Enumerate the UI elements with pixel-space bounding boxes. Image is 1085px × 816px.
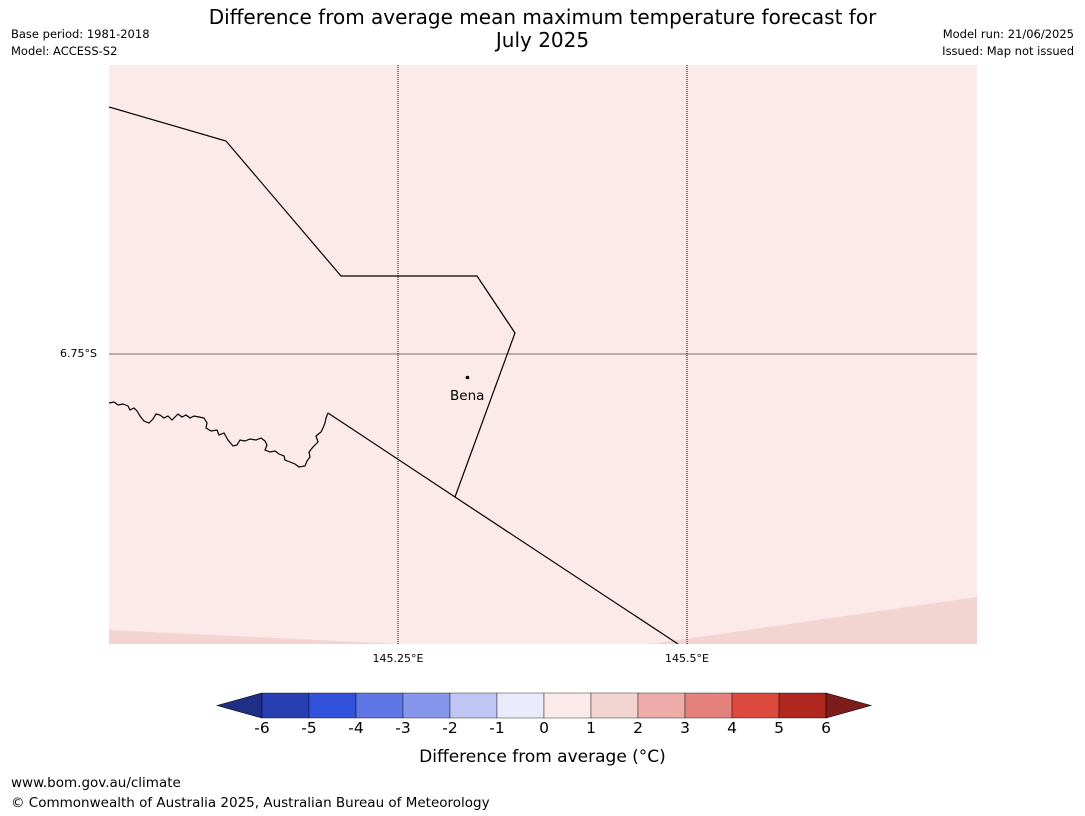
longitude-label-145-5: 145.5°E <box>665 652 709 665</box>
province-border-south <box>327 412 679 644</box>
meta-right: Model run: 21/06/2025 Issued: Map not is… <box>942 26 1074 60</box>
colorbar-tick-label: 3 <box>680 719 690 737</box>
province-border-north <box>109 106 516 498</box>
place-label-bena: Bena <box>450 388 485 404</box>
colorbar-segment <box>308 692 357 719</box>
colorbar-segment <box>261 692 310 719</box>
colorbar-tick-label: -6 <box>254 719 270 737</box>
colorbar-tick-label: -1 <box>489 719 505 737</box>
colorbar-segment <box>355 692 404 719</box>
footer-copyright: © Commonwealth of Australia 2025, Austra… <box>11 795 490 811</box>
colorbar-tick-label: -4 <box>348 719 364 737</box>
colorbar-tick-label: 2 <box>633 719 643 737</box>
map-title-line2: July 2025 <box>495 28 590 52</box>
colorbar-tick-label: 4 <box>727 719 737 737</box>
model-name: Model: ACCESS-S2 <box>11 44 118 58</box>
latitude-label: 6.75°S <box>60 347 97 360</box>
colorbar-extend-high <box>825 692 873 719</box>
footer-url[interactable]: www.bom.gov.au/climate <box>11 775 181 791</box>
map-title: Difference from average mean maximum tem… <box>0 6 1085 52</box>
issued-status: Issued: Map not issued <box>942 44 1074 58</box>
colorbar-tick-label: 0 <box>539 719 549 737</box>
colorbar-segment <box>731 692 780 719</box>
colorbar-segment <box>590 692 639 719</box>
warm-anomaly-zone-left <box>109 630 400 644</box>
colorbar-segment <box>684 692 733 719</box>
colorbar-segment <box>496 692 545 719</box>
model-run: Model run: 21/06/2025 <box>942 27 1074 41</box>
colorbar-segment <box>543 692 592 719</box>
colorbar-segment <box>637 692 686 719</box>
colorbar-tick-label: -2 <box>442 719 458 737</box>
colorbar-tick-label: -5 <box>301 719 317 737</box>
longitude-label-145-25: 145.25°E <box>372 652 424 665</box>
colorbar-segment <box>449 692 498 719</box>
colorbar-tick-label: 6 <box>821 719 831 737</box>
colorbar-segment <box>778 692 827 719</box>
colorbar <box>215 692 873 719</box>
base-period: Base period: 1981-2018 <box>11 27 150 41</box>
colorbar-tick-label: -3 <box>395 719 411 737</box>
map-title-line1: Difference from average mean maximum tem… <box>208 5 877 29</box>
warm-anomaly-zone-right <box>650 597 977 644</box>
colorbar-segment <box>402 692 451 719</box>
colorbar-extend-low <box>215 692 263 719</box>
river-border <box>109 401 329 468</box>
colorbar-tick-label: 5 <box>774 719 784 737</box>
bena-location-dot <box>465 375 470 380</box>
colorbar-tick-label: 1 <box>586 719 596 737</box>
colorbar-label: Difference from average (°C) <box>419 747 666 767</box>
meta-left: Base period: 1981-2018 Model: ACCESS-S2 <box>11 26 150 60</box>
